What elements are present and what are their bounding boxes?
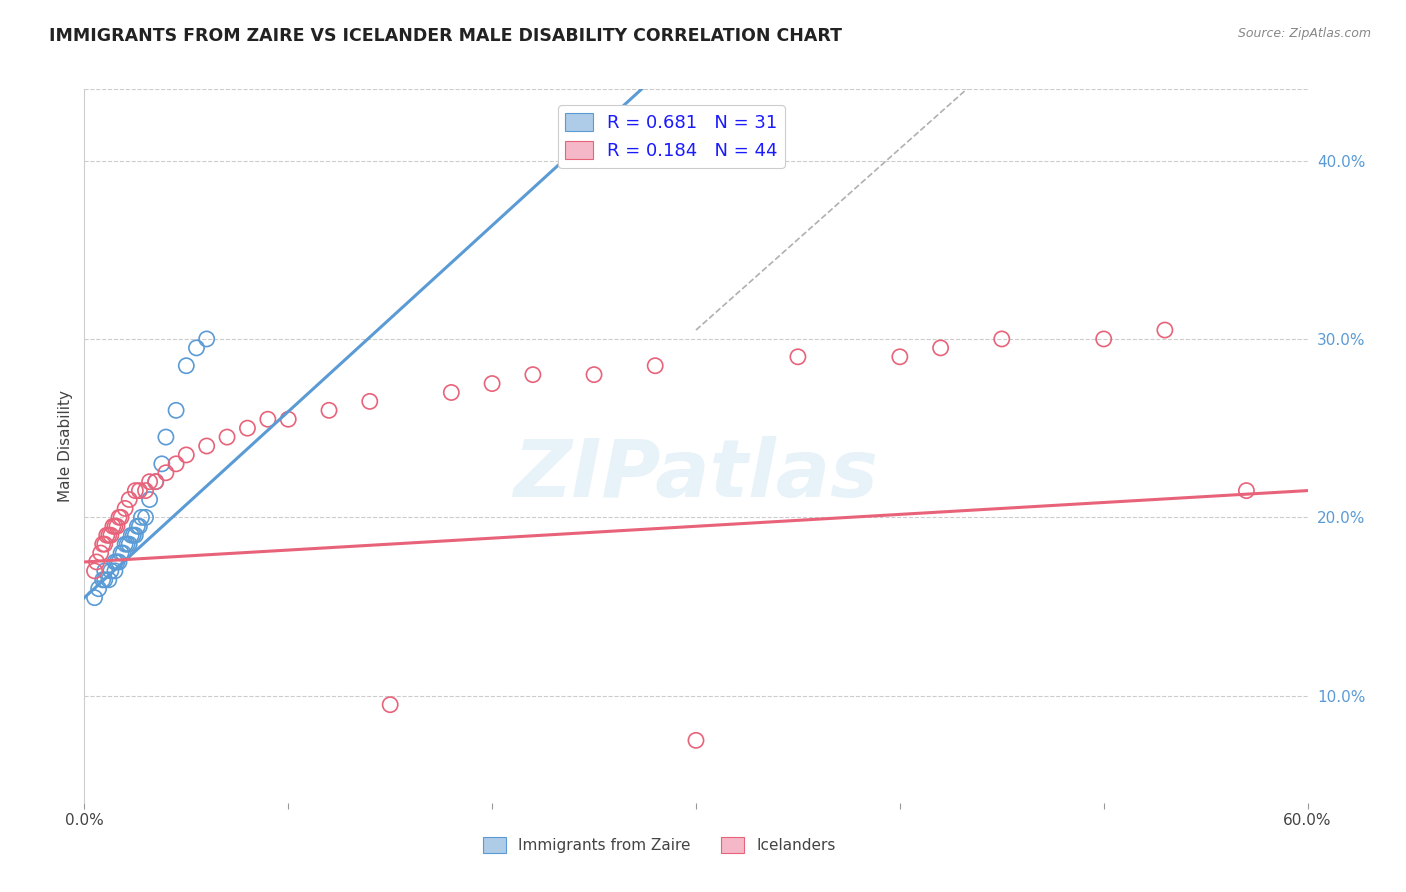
Point [174,359,197,373]
Text: Source: ZipAtlas.com: Source: ZipAtlas.com [1237,27,1371,40]
Point [145,475,167,489]
Point [644,359,666,373]
Point [318,403,340,417]
Point [97,573,120,587]
Point [93,564,115,578]
Point [165,403,187,417]
Point [122,528,145,542]
Point [165,457,187,471]
Point [186,341,208,355]
Point [1092,332,1115,346]
Point [195,332,218,346]
Point [138,475,160,489]
Point [135,483,157,498]
Point [1154,323,1177,337]
Point [155,466,177,480]
Point [118,537,141,551]
Point [128,519,150,533]
Point [889,350,911,364]
Point [236,421,259,435]
Point [131,510,153,524]
Point [110,546,132,560]
Point [929,341,952,355]
Point [87,582,110,596]
Point [118,492,141,507]
Text: ZIPatlas: ZIPatlas [513,435,879,514]
Point [100,528,122,542]
Point [991,332,1014,346]
Point [481,376,503,391]
Point [105,555,128,569]
Point [104,555,127,569]
Point [115,537,138,551]
Point [124,483,146,498]
Point [101,519,124,533]
Point [522,368,544,382]
Point [100,564,122,578]
Point [91,573,114,587]
Point [135,510,157,524]
Point [90,546,112,560]
Point [195,439,218,453]
Point [150,457,173,471]
Point [583,368,606,382]
Text: IMMIGRANTS FROM ZAIRE VS ICELANDER MALE DISABILITY CORRELATION CHART: IMMIGRANTS FROM ZAIRE VS ICELANDER MALE … [49,27,842,45]
Legend: Immigrants from Zaire, Icelanders: Immigrants from Zaire, Icelanders [477,831,842,859]
Point [145,475,167,489]
Point [108,555,131,569]
Point [105,519,128,533]
Point [217,430,239,444]
Point [124,528,146,542]
Point [1236,483,1258,498]
Point [440,385,463,400]
Point [787,350,810,364]
Point [359,394,381,409]
Point [120,528,142,542]
Point [257,412,280,426]
Point [91,537,114,551]
Point [108,510,131,524]
Point [83,591,105,605]
Point [277,412,299,426]
Point [380,698,402,712]
Point [97,528,120,542]
Point [110,510,132,524]
Point [138,492,160,507]
Point [155,430,177,444]
Point [174,448,197,462]
Point [114,537,136,551]
Point [127,519,149,533]
Point [104,564,127,578]
Point [112,546,135,560]
Point [128,483,150,498]
Point [685,733,707,747]
Point [86,555,108,569]
Y-axis label: Male Disability: Male Disability [58,390,73,502]
Point [93,537,115,551]
Point [114,501,136,516]
Point [104,519,127,533]
Point [83,564,105,578]
Point [93,573,115,587]
Point [96,528,118,542]
